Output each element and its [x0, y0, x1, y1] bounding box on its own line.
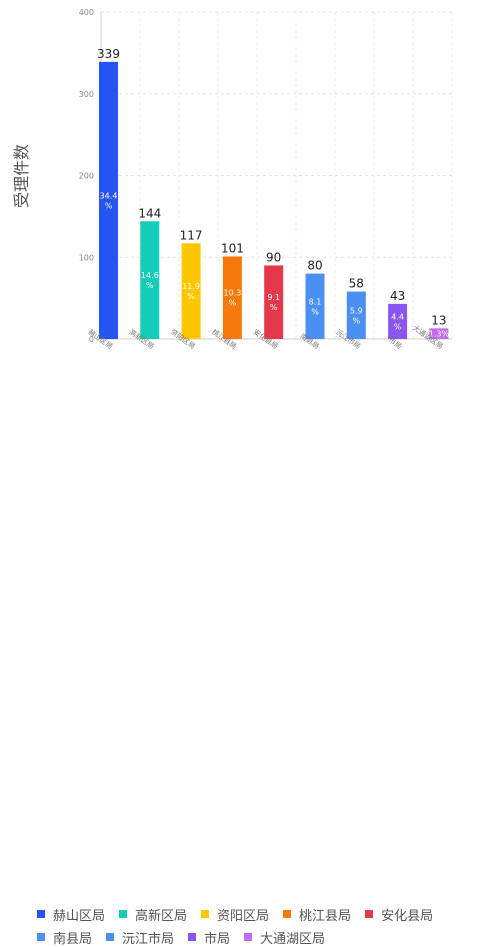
legend-swatch	[119, 910, 128, 918]
data-label: 43	[390, 289, 405, 303]
percent-label: 4.4%	[391, 312, 404, 331]
legend-item[interactable]: 大通湖区局	[244, 928, 325, 947]
percent-label: 9.1%	[267, 293, 280, 312]
y-tick-label: 0	[89, 335, 94, 344]
bar	[181, 243, 201, 339]
data-label: 58	[349, 277, 364, 291]
percent-label: 1.3%	[429, 330, 450, 339]
data-label: 101	[221, 241, 244, 255]
y-axis-label: 受理件数	[12, 144, 31, 208]
legend-item[interactable]: 安化县局	[365, 905, 433, 924]
legend-swatch	[37, 910, 45, 918]
legend-item[interactable]: 赫山区局	[37, 905, 105, 924]
bar	[305, 273, 325, 339]
legend-swatch	[244, 933, 253, 941]
percent-label: 14.6%	[141, 271, 159, 290]
legend-swatch	[283, 910, 292, 918]
legend-row-2: 南县局 沅江市局 市局 大通湖区局	[37, 928, 339, 947]
bar	[264, 265, 284, 339]
legend-label: 赫山区局	[53, 908, 106, 924]
legend-label: 安化县局	[381, 908, 434, 924]
legend-item[interactable]: 南县局	[37, 928, 92, 947]
percent-label: 8.1%	[309, 297, 322, 316]
legend-label: 资阳区局	[217, 908, 270, 924]
legend-label: 大通湖区局	[260, 931, 326, 947]
data-label: 80	[307, 259, 322, 273]
legend-swatch	[365, 910, 374, 918]
legend-label: 沅江市局	[122, 931, 175, 947]
data-label: 144	[138, 206, 161, 220]
data-label: 90	[266, 250, 281, 264]
bar	[140, 221, 160, 339]
legend-swatch	[188, 933, 197, 941]
chart-root: 0 100 200 300 400 受理件数 339 34.4% 赫山区局 144 14.6% 高新区…	[12, 8, 453, 947]
bar	[222, 256, 242, 339]
data-label: 339	[97, 47, 120, 61]
bar	[388, 303, 408, 339]
legend-label: 高新区局	[135, 908, 188, 924]
y-tick-label: 100	[79, 253, 94, 262]
y-tick-label: 300	[79, 90, 94, 99]
percent-label: 34.4%	[100, 191, 118, 210]
percent-label: 10.3%	[223, 289, 241, 308]
percent-label: 5.9%	[350, 306, 363, 325]
legend-item[interactable]: 高新区局	[119, 905, 187, 924]
legend-label: 市局	[204, 931, 231, 947]
legend-swatch	[201, 910, 210, 918]
legend-swatch	[106, 933, 115, 941]
data-label: 13	[431, 313, 446, 327]
bar	[346, 291, 366, 339]
bar	[99, 61, 118, 340]
data-label: 117	[180, 228, 203, 242]
legend-row-1: 赫山区局 高新区局 资阳区局 桃江县局 安化县局	[37, 905, 447, 924]
percent-label: 11.9%	[182, 282, 200, 301]
y-tick-label: 400	[79, 8, 94, 17]
legend-item[interactable]: 市局	[188, 928, 230, 947]
legend-item[interactable]: 桃江县局	[283, 905, 351, 924]
legend-item[interactable]: 资阳区局	[201, 905, 269, 924]
legend-item[interactable]: 沅江市局	[106, 928, 174, 947]
legend-label: 桃江县局	[299, 908, 352, 924]
legend-swatch	[37, 933, 45, 941]
y-tick-label: 200	[79, 172, 94, 181]
bar	[429, 328, 449, 339]
legend-label: 南县局	[53, 931, 93, 947]
